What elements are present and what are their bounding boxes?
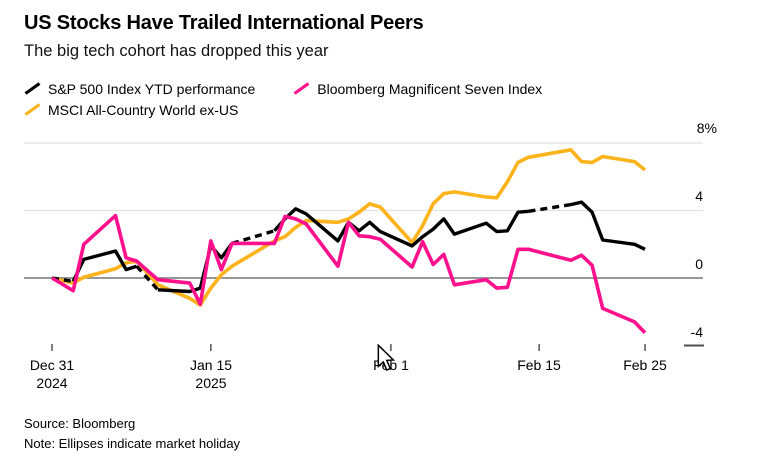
source-note: Source: Bloomberg	[24, 416, 136, 431]
legend-row-1: S&P 500 Index YTD performance Bloomberg …	[24, 78, 580, 99]
series-line-sp500	[570, 200, 646, 251]
legend-item-acwx: MSCI All-Country World ex-US	[24, 102, 238, 118]
footer: Source: Bloomberg Note: Ellipses indicat…	[24, 414, 240, 454]
x-axis-label-dec31: Dec 31 2024	[30, 356, 74, 392]
x-axis-label-line1: Jan 15	[189, 357, 233, 373]
legend-label-mag7: Bloomberg Magnificent Seven Index	[317, 80, 543, 97]
legend-item-sp500: S&P 500 Index YTD performance	[24, 81, 255, 97]
chart-subtitle: The big tech cohort has dropped this yea…	[24, 42, 329, 60]
series-line-sp500	[135, 265, 160, 291]
series-line-acwx	[51, 148, 647, 307]
x-axis-label-line2: 2024	[36, 375, 68, 391]
mouse-cursor-icon	[377, 344, 395, 371]
legend-row-2: MSCI All-Country World ex-US	[24, 99, 580, 120]
legend-item-mag7: Bloomberg Magnificent Seven Index	[293, 81, 542, 97]
y-axis-label-neg4: -4	[690, 324, 703, 340]
legend: S&P 500 Index YTD performance Bloomberg …	[24, 78, 580, 120]
series-line-mag7	[51, 213, 647, 335]
x-axis-label-line1: Dec 31	[29, 357, 75, 373]
acwx-line-swatch-icon	[24, 103, 41, 116]
series-line-sp500	[273, 207, 529, 248]
legend-label-sp500: S&P 500 Index YTD performance	[48, 80, 256, 97]
page-title: US Stocks Have Trailed International Pee…	[24, 12, 424, 34]
y-axis-label-8pct: 8%	[696, 120, 717, 136]
legend-label-acwx: MSCI All-Country World ex-US	[48, 101, 239, 118]
x-axis-label-feb25: Feb 25	[623, 356, 667, 374]
series-line-sp500	[231, 229, 275, 246]
mag7-line-swatch-icon	[293, 82, 310, 95]
sp500-line-swatch-icon	[24, 82, 41, 95]
x-axis-label-line2: 2025	[195, 375, 227, 391]
holiday-note: Note: Ellipses indicate market holiday	[24, 436, 241, 451]
x-axis-label-jan15: Jan 15 2025	[190, 356, 232, 392]
x-axis-label-feb15: Feb 15	[517, 356, 561, 374]
x-axis-label-line1: Feb 25	[623, 357, 667, 373]
y-axis-label-4: 4	[695, 188, 703, 204]
x-axis-label-line1: Feb 15	[517, 357, 561, 373]
y-axis-label-0: 0	[695, 256, 703, 272]
